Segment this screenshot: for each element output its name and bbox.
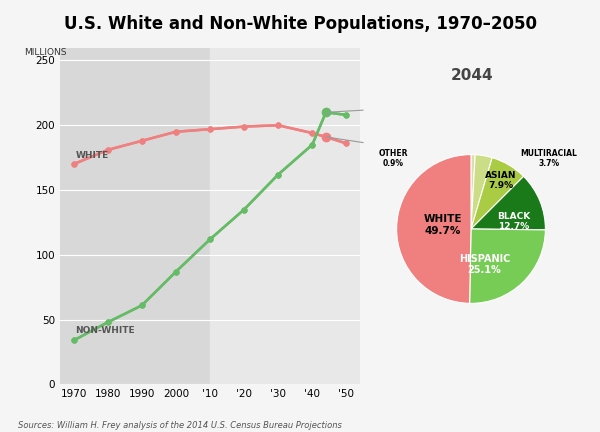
Text: 2044: 2044 — [451, 68, 494, 83]
Wedge shape — [470, 229, 545, 303]
Text: BLACK
12.7%: BLACK 12.7% — [497, 212, 531, 231]
Wedge shape — [471, 176, 545, 230]
Text: U.S. White and Non-White Populations, 1970–2050: U.S. White and Non-White Populations, 19… — [64, 15, 536, 33]
Wedge shape — [471, 155, 475, 229]
Text: WHITE: WHITE — [76, 151, 109, 160]
Text: ASIAN
7.9%: ASIAN 7.9% — [485, 171, 517, 191]
Wedge shape — [471, 158, 524, 229]
Text: HISPANIC
25.1%: HISPANIC 25.1% — [459, 254, 510, 276]
Bar — [210, 48, 360, 384]
Text: Sources: William H. Frey analysis of the 2014 U.S. Census Bureau Projections: Sources: William H. Frey analysis of the… — [18, 421, 342, 430]
Text: MILLIONS: MILLIONS — [24, 48, 67, 57]
Text: OTHER
0.9%: OTHER 0.9% — [378, 149, 407, 168]
Text: NON-WHITE: NON-WHITE — [76, 326, 135, 335]
Wedge shape — [471, 155, 492, 229]
Text: MULTIRACIAL
3.7%: MULTIRACIAL 3.7% — [521, 149, 578, 168]
Text: WHITE
49.7%: WHITE 49.7% — [424, 214, 462, 236]
Wedge shape — [397, 155, 471, 303]
